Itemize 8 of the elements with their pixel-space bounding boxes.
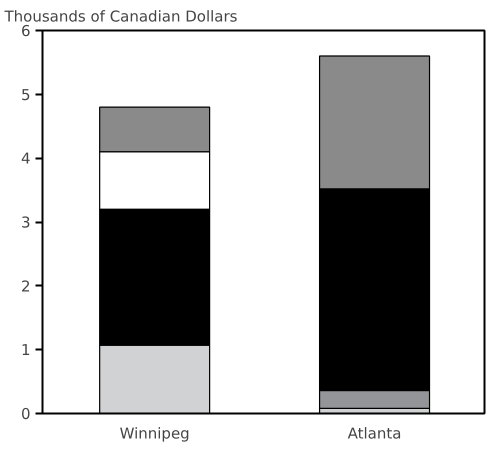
y-tick-label: 5 [20, 86, 31, 104]
x-tick-label: Atlanta [348, 424, 402, 442]
y-tick-label: 3 [20, 214, 31, 232]
y-tick-label: 1 [20, 341, 31, 360]
y-tick-label: 4 [20, 150, 31, 168]
y-tick-label: 0 [20, 405, 31, 423]
y-tick-label: 2 [20, 277, 31, 296]
x-tick-label: Winnipeg [120, 424, 190, 442]
